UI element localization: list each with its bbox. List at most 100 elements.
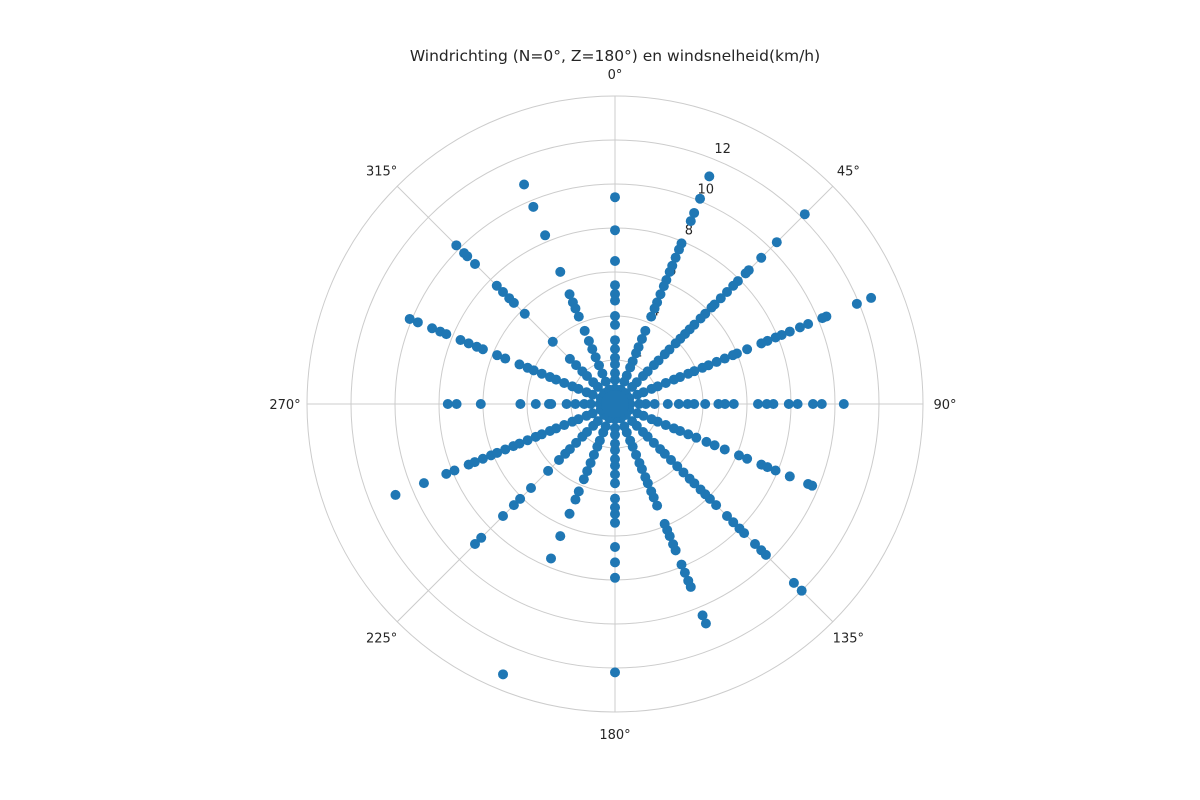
data-point xyxy=(648,437,659,448)
theta-tick-label: 180° xyxy=(599,728,630,743)
data-point xyxy=(756,459,767,470)
data-point xyxy=(658,281,669,292)
data-point xyxy=(441,468,452,479)
data-point xyxy=(691,432,702,443)
data-point xyxy=(638,370,649,381)
data-point xyxy=(594,360,605,371)
data-point xyxy=(551,374,562,385)
data-point xyxy=(700,618,711,629)
data-point xyxy=(851,298,862,309)
data-point xyxy=(634,399,645,409)
data-point xyxy=(808,399,818,409)
data-point xyxy=(740,268,751,279)
data-point xyxy=(770,465,781,476)
data-point xyxy=(695,484,706,495)
data-point xyxy=(722,511,733,522)
data-point xyxy=(455,335,466,346)
data-point xyxy=(733,450,744,461)
data-point xyxy=(600,376,611,387)
chart-title: Windrichting (N=0°, Z=180°) en windsnelh… xyxy=(410,47,820,65)
data-point xyxy=(756,545,767,556)
data-point xyxy=(627,416,638,427)
data-point xyxy=(838,399,849,409)
data-point xyxy=(610,502,620,513)
data-point xyxy=(788,577,799,588)
data-points xyxy=(390,171,877,680)
data-point xyxy=(522,435,533,446)
data-point xyxy=(570,303,581,314)
data-point xyxy=(525,483,536,494)
data-point xyxy=(816,399,827,409)
data-point xyxy=(610,335,620,346)
data-point xyxy=(610,295,620,306)
data-point xyxy=(582,466,593,477)
data-point xyxy=(427,323,438,334)
data-point xyxy=(711,356,722,367)
data-point xyxy=(519,179,530,190)
data-point xyxy=(636,333,647,344)
data-point xyxy=(528,201,539,212)
data-point xyxy=(610,374,620,385)
data-point xyxy=(573,414,584,425)
data-point xyxy=(689,207,700,218)
data-point xyxy=(756,338,767,349)
data-point xyxy=(610,572,620,583)
data-point xyxy=(583,335,594,346)
data-point xyxy=(514,359,525,370)
data-point xyxy=(610,438,620,449)
data-point xyxy=(783,399,794,409)
data-point xyxy=(638,427,649,438)
data-point xyxy=(662,399,673,409)
data-point xyxy=(646,486,657,497)
data-point xyxy=(555,531,566,542)
data-point xyxy=(451,240,462,251)
data-point xyxy=(585,399,596,409)
data-point xyxy=(540,230,551,241)
data-point xyxy=(668,374,679,385)
data-point xyxy=(469,539,480,550)
data-point xyxy=(498,669,509,680)
data-point xyxy=(412,317,423,328)
data-point xyxy=(683,429,694,440)
data-point xyxy=(668,423,679,434)
data-point xyxy=(500,444,511,455)
r-tick-label: 10 xyxy=(698,183,715,198)
theta-tick-label: 0° xyxy=(608,68,623,83)
data-point xyxy=(610,493,620,504)
data-point xyxy=(715,293,726,304)
data-point xyxy=(771,237,782,248)
data-point xyxy=(683,575,694,586)
data-point xyxy=(631,449,642,460)
data-point xyxy=(619,376,630,387)
data-point xyxy=(719,353,730,364)
data-point xyxy=(734,523,745,534)
data-point xyxy=(588,449,599,460)
data-point xyxy=(610,280,620,291)
data-point xyxy=(803,478,814,489)
data-point xyxy=(668,539,679,550)
data-point xyxy=(564,508,575,519)
data-point xyxy=(592,416,603,427)
data-point xyxy=(578,474,589,485)
data-point xyxy=(742,344,753,355)
data-point xyxy=(418,478,429,489)
data-point xyxy=(536,429,547,440)
data-point xyxy=(561,399,572,409)
data-point xyxy=(799,209,810,220)
data-point xyxy=(706,302,717,313)
data-point xyxy=(477,453,488,464)
data-point xyxy=(695,313,706,324)
data-point xyxy=(587,389,598,400)
data-point xyxy=(727,350,738,361)
data-point xyxy=(451,399,462,409)
data-point xyxy=(441,329,452,340)
r-tick-label: 12 xyxy=(714,142,731,157)
data-point xyxy=(756,252,767,263)
theta-tick-label: 45° xyxy=(837,165,860,180)
theta-tick-label: 315° xyxy=(366,165,397,180)
data-point xyxy=(610,256,620,266)
data-point xyxy=(610,311,620,321)
theta-tick-label: 90° xyxy=(933,398,956,413)
data-point xyxy=(659,349,670,360)
